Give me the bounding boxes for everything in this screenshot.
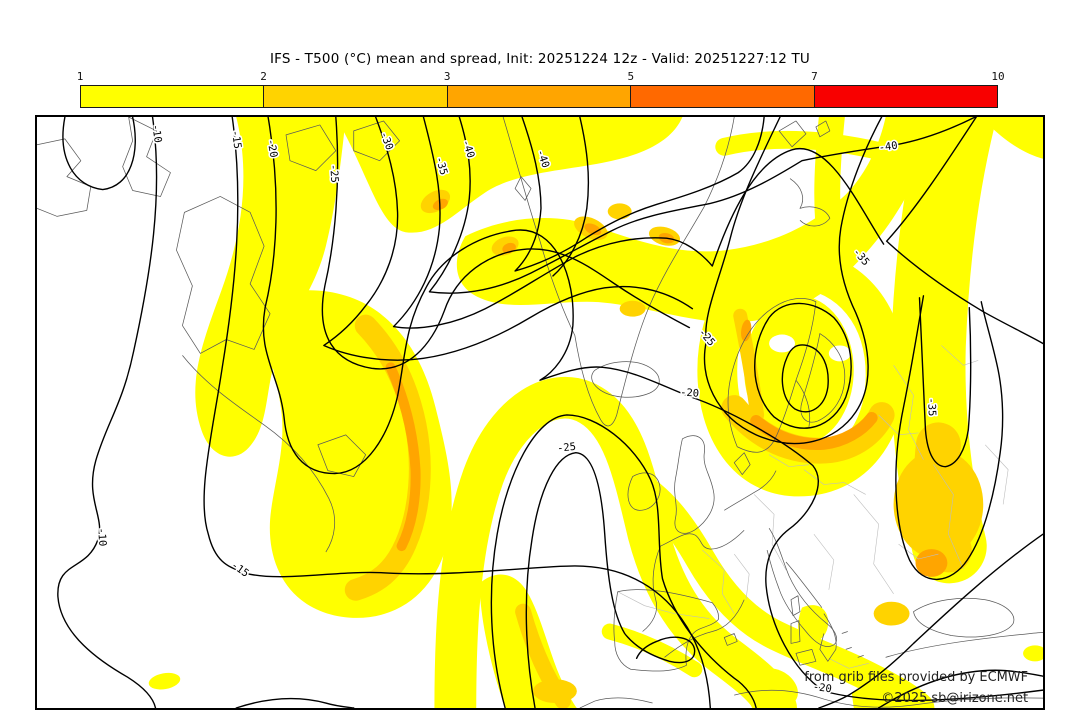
colorbar-segment bbox=[81, 86, 265, 107]
weather-map: -10 -15 -20-25-30-35-40 -40-40-35-35-25-20-… bbox=[37, 117, 1043, 708]
colorbar-tick: 2 bbox=[260, 70, 267, 83]
contour-labels: -10 -15 -20-25-30-35-40 -40-40-35-35-25-20-… bbox=[94, 122, 940, 697]
colorbar-tick: 3 bbox=[443, 70, 451, 83]
spread-colorbar: 1 2 3 5 7 10 bbox=[76, 70, 1005, 110]
colorbar-segments bbox=[80, 85, 998, 108]
map-frame: -10 -15 -20 -25 -30 -35 -40 -40 -40 -35 -35 -25 -20-… bbox=[35, 115, 1045, 710]
contour-label: -25 bbox=[327, 164, 340, 184]
contour-lines bbox=[57, 117, 1043, 708]
colorbar-tick: 7 bbox=[811, 70, 818, 83]
contour-label: -20 bbox=[812, 681, 832, 695]
contour-label: -10 bbox=[95, 527, 108, 547]
contour-label: -10 bbox=[149, 123, 164, 143]
colorbar-segment bbox=[631, 86, 815, 107]
colorbar-segment bbox=[447, 86, 632, 107]
attribution-line2: ©2025 sb@irizone.net bbox=[881, 691, 1028, 706]
attribution: from grib files provided by ECMWF ©2025 … bbox=[804, 670, 1028, 706]
contour-label: -20 bbox=[680, 386, 700, 399]
colorbar-tick-labels: 1 2 3 5 7 10 bbox=[76, 70, 1005, 85]
colorbar-segment bbox=[814, 86, 998, 107]
attribution-line1: from grib files provided by ECMWF bbox=[804, 670, 1028, 685]
chart-title: IFS - T500 (°C) mean and spread, Init: 2… bbox=[269, 51, 811, 67]
spread-shading bbox=[148, 117, 1043, 708]
contour-label: -20 bbox=[264, 138, 279, 159]
contour-label: -15 bbox=[229, 559, 251, 580]
colorbar-tick: 5 bbox=[627, 70, 635, 83]
colorbar-tick: 1 bbox=[76, 70, 84, 83]
coastlines bbox=[37, 117, 1043, 708]
colorbar-segment bbox=[264, 86, 448, 107]
contour-label: -40 bbox=[878, 140, 898, 154]
colorbar-tick: 10 bbox=[991, 70, 1005, 83]
contour-label: -15 bbox=[229, 129, 244, 149]
contour-label: -35 bbox=[925, 397, 938, 416]
contour-label: -25 bbox=[557, 441, 577, 455]
